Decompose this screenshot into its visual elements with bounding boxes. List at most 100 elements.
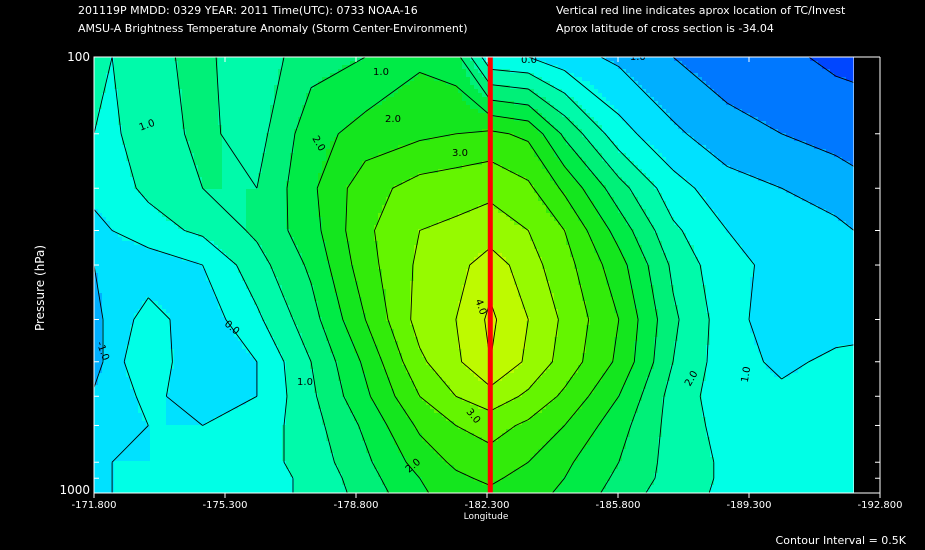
anomaly-cell: [374, 117, 379, 122]
anomaly-cell: [710, 133, 715, 138]
anomaly-cell: [750, 153, 755, 158]
anomaly-cell: [570, 105, 575, 110]
anomaly-cell: [182, 89, 187, 94]
anomaly-cell: [810, 129, 815, 134]
anomaly-cell: [202, 89, 207, 94]
anomaly-cell: [762, 97, 767, 102]
anomaly-cell: [526, 121, 531, 126]
anomaly-cell: [754, 85, 759, 90]
anomaly-cell: [838, 113, 843, 118]
anomaly-cell: [830, 153, 835, 158]
anomaly-cell: [190, 113, 195, 118]
anomaly-cell: [142, 129, 147, 134]
anomaly-cell: [658, 153, 663, 158]
anomaly-cell: [746, 125, 751, 130]
anomaly-cell: [706, 133, 711, 138]
anomaly-cell: [426, 89, 431, 94]
anomaly-cell: [346, 141, 351, 146]
anomaly-cell: [530, 109, 535, 114]
anomaly-cell: [634, 141, 639, 146]
anomaly-cell: [182, 109, 187, 114]
anomaly-cell: [514, 57, 519, 62]
anomaly-cell: [310, 129, 315, 134]
anomaly-cell: [718, 141, 723, 146]
anomaly-cell: [246, 93, 251, 98]
anomaly-cell: [106, 69, 111, 74]
anomaly-cell: [450, 157, 455, 162]
anomaly-cell: [754, 69, 759, 74]
anomaly-cell: [786, 85, 791, 90]
anomaly-cell: [198, 89, 203, 94]
anomaly-cell: [138, 157, 143, 162]
anomaly-cell: [262, 69, 267, 74]
anomaly-cell: [798, 153, 803, 158]
anomaly-cell: [646, 141, 651, 146]
anomaly-cell: [298, 77, 303, 82]
anomaly-cell: [646, 57, 651, 62]
anomaly-cell: [682, 85, 687, 90]
anomaly-cell: [454, 125, 459, 130]
anomaly-cell: [346, 117, 351, 122]
anomaly-cell: [502, 93, 507, 98]
anomaly-cell: [566, 73, 571, 78]
anomaly-cell: [590, 109, 595, 114]
anomaly-cell: [638, 141, 643, 146]
anomaly-cell: [222, 89, 227, 94]
anomaly-cell: [670, 69, 675, 74]
anomaly-cell: [818, 157, 823, 162]
anomaly-cell: [710, 65, 715, 70]
anomaly-cell: [214, 153, 219, 158]
anomaly-cell: [542, 89, 547, 94]
anomaly-cell: [546, 117, 551, 122]
anomaly-cell: [814, 77, 819, 82]
anomaly-cell: [778, 65, 783, 70]
anomaly-cell: [474, 89, 479, 94]
anomaly-cell: [522, 109, 527, 114]
anomaly-cell: [670, 81, 675, 86]
anomaly-cell: [698, 85, 703, 90]
anomaly-cell: [286, 117, 291, 122]
anomaly-cell: [570, 77, 575, 82]
anomaly-cell: [166, 113, 171, 118]
anomaly-cell: [710, 57, 715, 62]
anomaly-cell: [314, 137, 319, 142]
anomaly-cell: [98, 141, 103, 146]
anomaly-cell: [262, 81, 267, 86]
anomaly-cell: [230, 113, 235, 118]
anomaly-cell: [246, 129, 251, 134]
anomaly-cell: [366, 73, 371, 78]
anomaly-cell: [194, 157, 199, 162]
anomaly-cell: [102, 129, 107, 134]
anomaly-cell: [746, 93, 751, 98]
anomaly-cell: [370, 129, 375, 134]
anomaly-cell: [214, 117, 219, 122]
anomaly-cell: [618, 97, 623, 102]
anomaly-cell: [774, 105, 779, 110]
anomaly-cell: [730, 141, 735, 146]
anomaly-cell: [390, 137, 395, 142]
anomaly-cell: [362, 117, 367, 122]
anomaly-cell: [734, 69, 739, 74]
anomaly-cell: [410, 57, 415, 62]
anomaly-cell: [838, 141, 843, 146]
anomaly-cell: [230, 97, 235, 102]
anomaly-cell: [626, 69, 631, 74]
anomaly-cell: [674, 137, 679, 142]
anomaly-cell: [766, 117, 771, 122]
anomaly-cell: [750, 105, 755, 110]
anomaly-cell: [478, 137, 483, 142]
anomaly-cell: [130, 141, 135, 146]
anomaly-cell: [670, 145, 675, 150]
anomaly-cell: [590, 85, 595, 90]
anomaly-cell: [550, 89, 555, 94]
anomaly-cell: [110, 97, 115, 102]
anomaly-cell: [114, 141, 119, 146]
anomaly-cell: [510, 65, 515, 70]
anomaly-cell: [782, 125, 787, 130]
anomaly-cell: [422, 61, 427, 66]
anomaly-cell: [406, 89, 411, 94]
anomaly-cell: [234, 93, 239, 98]
anomaly-cell: [710, 157, 715, 162]
anomaly-cell: [94, 125, 99, 130]
anomaly-cell: [462, 85, 467, 90]
